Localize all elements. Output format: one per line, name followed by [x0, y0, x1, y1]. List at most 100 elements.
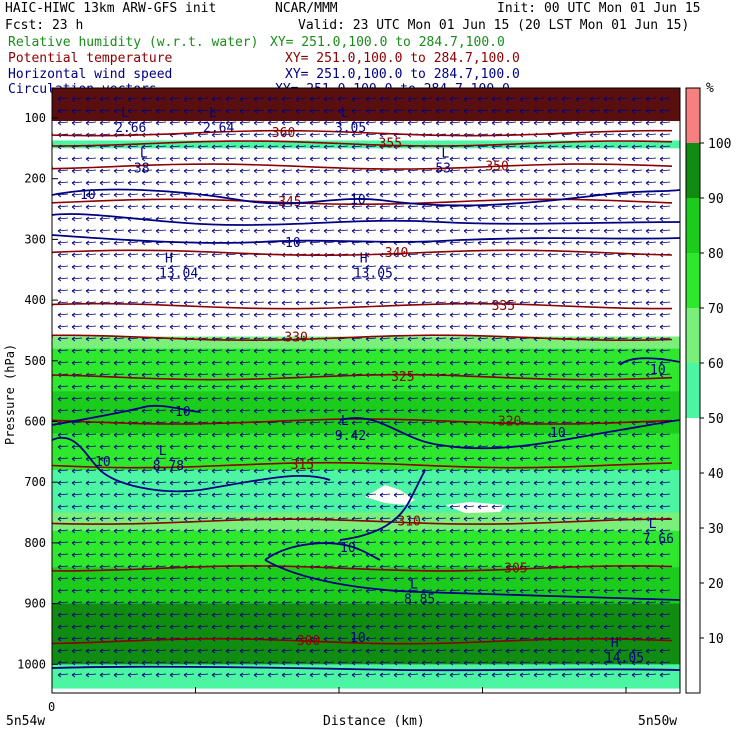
wind-vector	[155, 492, 167, 498]
wind-vector	[113, 396, 125, 402]
wind-vector	[113, 576, 125, 582]
wind-vector	[631, 660, 643, 666]
wind-vector	[99, 408, 111, 414]
wind-vector	[295, 648, 307, 654]
wind-vector	[323, 408, 335, 414]
wind-vector	[463, 612, 475, 618]
wind-vector	[85, 192, 97, 198]
wind-vector	[197, 156, 209, 162]
wind-vector	[407, 504, 419, 510]
wind-vector	[575, 192, 587, 198]
wind-vector	[379, 156, 391, 162]
wind-vector	[659, 168, 671, 174]
wind-vector	[57, 120, 69, 126]
wind-vector	[589, 660, 601, 666]
wind-vector	[659, 408, 671, 414]
wind-vector	[505, 216, 517, 222]
wind-vector	[407, 180, 419, 186]
wind-vector	[589, 240, 601, 246]
wind-vector	[337, 168, 349, 174]
wind-vector	[519, 324, 531, 330]
wind-vector	[519, 612, 531, 618]
wind-vector	[435, 252, 447, 258]
wind-vector	[365, 636, 377, 642]
wind-vector	[449, 528, 461, 534]
wind-vector	[141, 516, 153, 522]
wind-vector	[225, 192, 237, 198]
wind-vector	[295, 504, 307, 510]
wind-vector	[57, 552, 69, 558]
wind-vector	[407, 660, 419, 666]
humidity-band	[52, 470, 680, 513]
wind-vector	[603, 264, 615, 270]
wind-vector	[71, 120, 83, 126]
wind-vector	[197, 108, 209, 114]
wind-vector	[197, 96, 209, 102]
wind-vector	[281, 312, 293, 318]
wind-contour-label: 10	[95, 455, 111, 470]
wind-vector	[645, 660, 657, 666]
extremum-value: 38	[134, 162, 150, 177]
chart-header: HAIC-HIWC 13km ARW-GFS init NCAR/MMM Ini…	[5, 1, 701, 97]
wind-vector	[71, 648, 83, 654]
wind-vector	[267, 372, 279, 378]
wind-vector	[519, 648, 531, 654]
wind-vector	[197, 348, 209, 354]
wind-vector	[351, 192, 363, 198]
wind-vector	[57, 360, 69, 366]
wind-vector	[169, 468, 181, 474]
wind-vector	[477, 408, 489, 414]
wind-vector	[267, 492, 279, 498]
wind-vector	[631, 624, 643, 630]
wind-vector	[239, 264, 251, 270]
wind-vector	[71, 660, 83, 666]
wind-vector	[337, 348, 349, 354]
y-tick-label: 600	[24, 415, 46, 429]
wind-vector	[169, 168, 181, 174]
wind-vector	[211, 456, 223, 462]
wind-vector	[127, 444, 139, 450]
wind-vector	[351, 468, 363, 474]
wind-vector	[141, 552, 153, 558]
wind-vector	[57, 324, 69, 330]
wind-vector	[99, 504, 111, 510]
wind-vector	[113, 276, 125, 282]
wind-vector	[477, 516, 489, 522]
wind-vector	[435, 492, 447, 498]
wind-vector	[659, 144, 671, 150]
wind-vector	[365, 228, 377, 234]
wind-vector	[155, 228, 167, 234]
wind-vector	[127, 672, 139, 678]
extremum-marker: L	[341, 106, 349, 121]
wind-vector	[589, 396, 601, 402]
wind-vector	[309, 348, 321, 354]
wind-vector	[449, 492, 461, 498]
wind-vector	[85, 552, 97, 558]
wind-vector	[477, 600, 489, 606]
wind-vector	[113, 336, 125, 342]
wind-vector	[631, 492, 643, 498]
wind-vector	[393, 156, 405, 162]
wind-vector	[141, 156, 153, 162]
wind-vector	[295, 216, 307, 222]
wind-vector	[99, 528, 111, 534]
wind-vector	[631, 312, 643, 318]
wind-vector	[155, 168, 167, 174]
wind-vector	[323, 180, 335, 186]
wind-vector	[617, 144, 629, 150]
wind-vector	[533, 408, 545, 414]
wind-vector	[603, 576, 615, 582]
theta-contour	[52, 565, 673, 572]
wind-vector	[71, 408, 83, 414]
wind-vector	[561, 432, 573, 438]
wind-vector	[547, 624, 559, 630]
wind-vector	[463, 120, 475, 126]
wind-vector	[309, 132, 321, 138]
wind-vector	[113, 456, 125, 462]
wind-vector	[365, 480, 377, 486]
wind-vector	[253, 576, 265, 582]
wind-vector	[323, 108, 335, 114]
wind-vector	[211, 600, 223, 606]
wind-vector	[449, 252, 461, 258]
wind-vector	[267, 540, 279, 546]
